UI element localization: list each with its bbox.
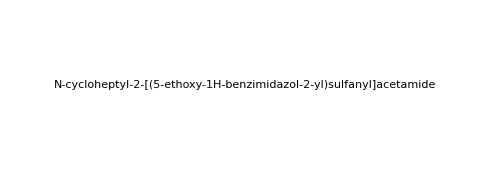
Text: N-cycloheptyl-2-[(5-ethoxy-1H-benzimidazol-2-yl)sulfanyl]acetamide: N-cycloheptyl-2-[(5-ethoxy-1H-benzimidaz… — [54, 81, 436, 90]
